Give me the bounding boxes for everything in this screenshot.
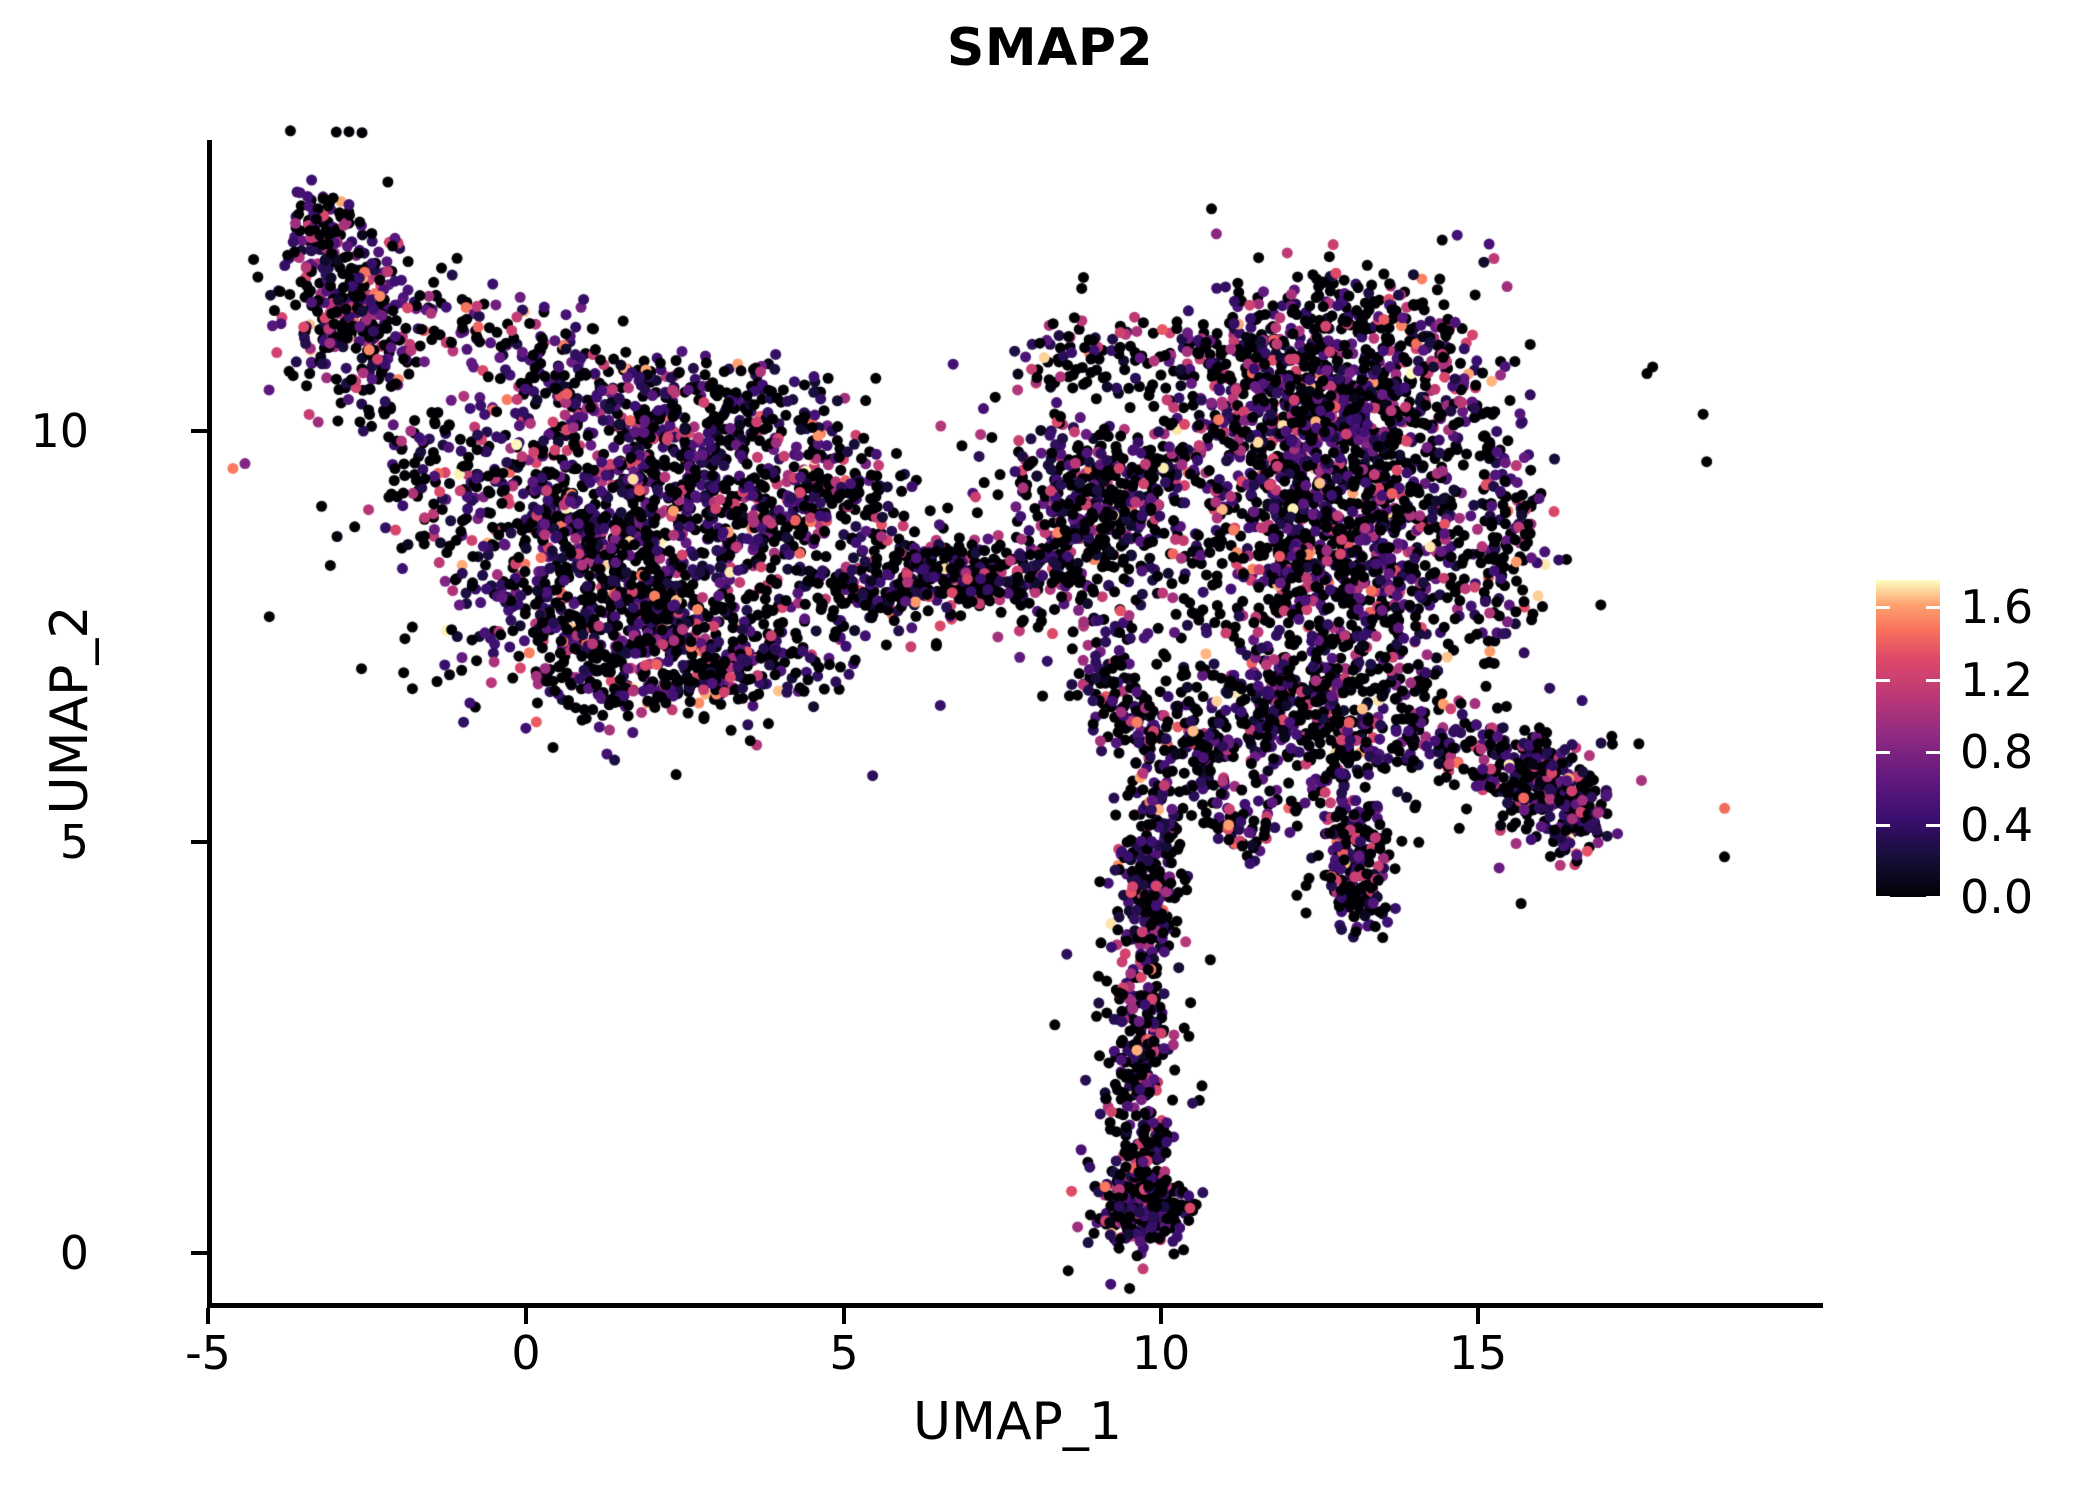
page-title: SMAP2 [946, 18, 1154, 78]
colorbar-tick-label: 0.8 [1960, 725, 2034, 780]
colorbar-tick-mark [1876, 751, 1940, 755]
x-tick-label: 5 [829, 1326, 859, 1380]
x-tick-mark [842, 1308, 846, 1324]
x-tick-mark [1159, 1308, 1163, 1324]
colorbar-legend: 0.0 0.4 0.8 1.2 1.6 [1876, 580, 2096, 924]
colorbar-tick-mark [1876, 606, 1940, 610]
y-tick-mark [191, 840, 207, 844]
x-axis-label: UMAP_1 [913, 1392, 1122, 1452]
colorbar-tick-label: 0.4 [1960, 797, 2034, 852]
x-tick-label: 0 [511, 1326, 541, 1380]
x-tick-label: 10 [1131, 1326, 1191, 1380]
y-axis-spine [207, 140, 212, 1308]
y-tick-label: 10 [30, 404, 89, 458]
colorbar-gradient [1876, 580, 1940, 897]
x-tick-label: 15 [1448, 1326, 1508, 1380]
y-tick-label: 5 [59, 815, 89, 869]
x-axis-spine [207, 1303, 1823, 1308]
x-tick-mark [1476, 1308, 1480, 1324]
x-tick-mark [524, 1308, 528, 1324]
x-tick-mark [206, 1308, 210, 1324]
y-tick-mark [191, 1251, 207, 1255]
colorbar-tick-label: 0.0 [1960, 870, 2034, 924]
y-axis-label: UMAP_2 [40, 605, 100, 815]
y-tick-mark [191, 429, 207, 433]
colorbar-tick-label: 1.2 [1960, 652, 2034, 707]
colorbar-tick-mark [1876, 823, 1940, 827]
colorbar-tick-mark [1876, 678, 1940, 682]
x-tick-label: -5 [185, 1326, 231, 1380]
colorbar-tick-label: 1.6 [1960, 580, 2034, 635]
y-tick-label: 0 [59, 1226, 89, 1280]
colorbar-tick-mark [1876, 896, 1940, 899]
